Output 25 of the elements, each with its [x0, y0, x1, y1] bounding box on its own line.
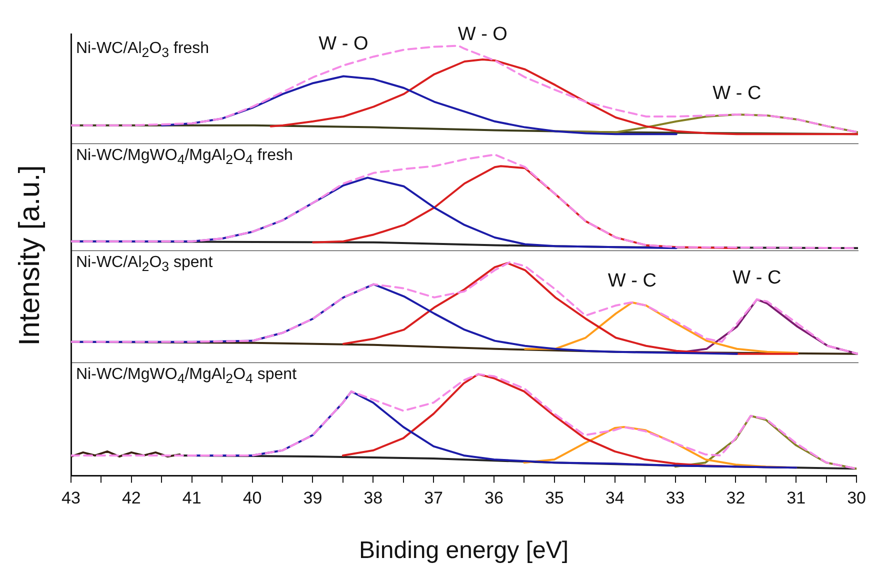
chart-title: Ni-WC/MgWO$_{4}$/MgAl$_{2}$O$_{4}$ spent — [76, 366, 297, 388]
text: W - O — [458, 24, 508, 46]
x-tick-label: 31 — [786, 488, 806, 508]
annotation: W - C — [732, 268, 782, 289]
chart-title: Ni-WC/Al$_{2}$O$_{3}$ fresh — [76, 40, 210, 62]
chart-title: Ni-WC/MgWO$_{4}$/MgAl$_{2}$O$_{4}$ fresh — [76, 147, 293, 170]
x-tick-label: 37 — [424, 488, 444, 508]
x-tick-label: 38 — [364, 488, 383, 508]
annotation: W - O — [318, 34, 368, 55]
x-tick-label: 30 — [847, 488, 866, 508]
x-tick-label: 34 — [605, 488, 624, 508]
y-axis-title: Intensity [a.u.] — [13, 164, 46, 346]
x-tick-label: 32 — [726, 488, 746, 508]
x-tick-label: 39 — [303, 488, 322, 508]
x-tick-label: 35 — [544, 488, 564, 508]
x-tick-label: 42 — [122, 488, 141, 508]
x-tick-label: 33 — [666, 488, 685, 508]
x-tick-label: 36 — [484, 488, 504, 508]
x-tick-label: 40 — [242, 488, 262, 508]
x-tick-label: 41 — [182, 488, 202, 508]
x-axis-title: Binding energy [eV] — [359, 537, 569, 564]
x-tick-label: 43 — [62, 488, 80, 508]
chart-title: Ni-WC/Al$_{2}$O$_{3}$ spent — [76, 254, 213, 276]
annotation: W - C — [712, 82, 762, 104]
annotation: W - C — [608, 270, 656, 292]
